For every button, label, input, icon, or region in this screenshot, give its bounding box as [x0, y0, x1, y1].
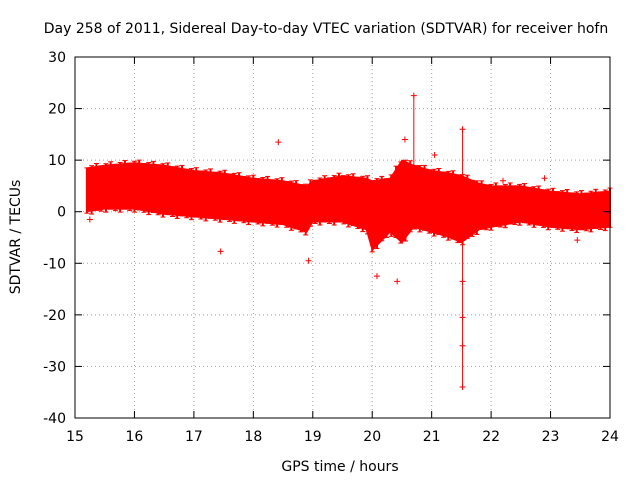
sdtvar-outlier-point: [574, 237, 581, 244]
y-tick-label: -40: [43, 411, 66, 427]
sdtvar-outlier-point: [373, 273, 380, 280]
x-tick-label: 24: [601, 429, 619, 445]
x-tick-label: 18: [244, 429, 262, 445]
sdtvar-outlier-point: [401, 136, 408, 143]
axis-ticks: 15 16 17 18 19 20 21 22 23 24 30 20 10 0 -10 -20 -30 -40: [43, 50, 619, 445]
y-tick-label: 0: [57, 205, 66, 221]
sdtvar-outlier-point: [410, 92, 417, 99]
data-series-sdtvar: [84, 92, 613, 391]
x-axis-label: GPS time / hours: [281, 459, 398, 475]
plot-frame: [74, 56, 611, 419]
sdtvar-outlier-point: [305, 257, 312, 264]
y-tick-label: 10: [48, 153, 66, 169]
x-tick-label: 16: [126, 429, 144, 445]
sdtvar-outlier-point: [431, 151, 438, 158]
y-axis-label: SDTVAR / TECUs: [8, 180, 24, 295]
y-tick-label: -10: [43, 256, 66, 272]
sdtvar-outlier-point: [459, 342, 466, 349]
sdtvar-outlier-point: [459, 278, 466, 285]
x-tick-label: 19: [304, 429, 322, 445]
x-tick-label: 17: [185, 429, 203, 445]
chart-title: Day 258 of 2011, Sidereal Day-to-day VTE…: [44, 21, 608, 37]
sdtvar-outlier-point: [275, 139, 282, 146]
x-tick-label: 15: [66, 429, 84, 445]
sdtvar-outlier-point: [217, 248, 224, 255]
sdtvar-outlier-point: [86, 216, 93, 223]
x-tick-label: 22: [482, 429, 500, 445]
sdtvar-outlier-point: [500, 177, 506, 184]
y-tick-label: -20: [43, 308, 66, 324]
y-tick-label: -30: [43, 359, 66, 375]
y-tick-label: 30: [48, 50, 66, 66]
sdtvar-outlier-point: [541, 175, 548, 182]
x-tick-label: 21: [423, 429, 441, 445]
sdtvar-outlier-point: [459, 314, 466, 321]
x-tick-label: 20: [363, 429, 381, 445]
y-tick-label: 20: [48, 102, 66, 118]
sdtvar-outlier-point: [459, 384, 466, 391]
x-tick-label: 23: [542, 429, 560, 445]
grid: [75, 57, 610, 418]
sdtvar-outlier-point: [459, 126, 466, 133]
sdtvar-outlier-point: [394, 278, 401, 285]
